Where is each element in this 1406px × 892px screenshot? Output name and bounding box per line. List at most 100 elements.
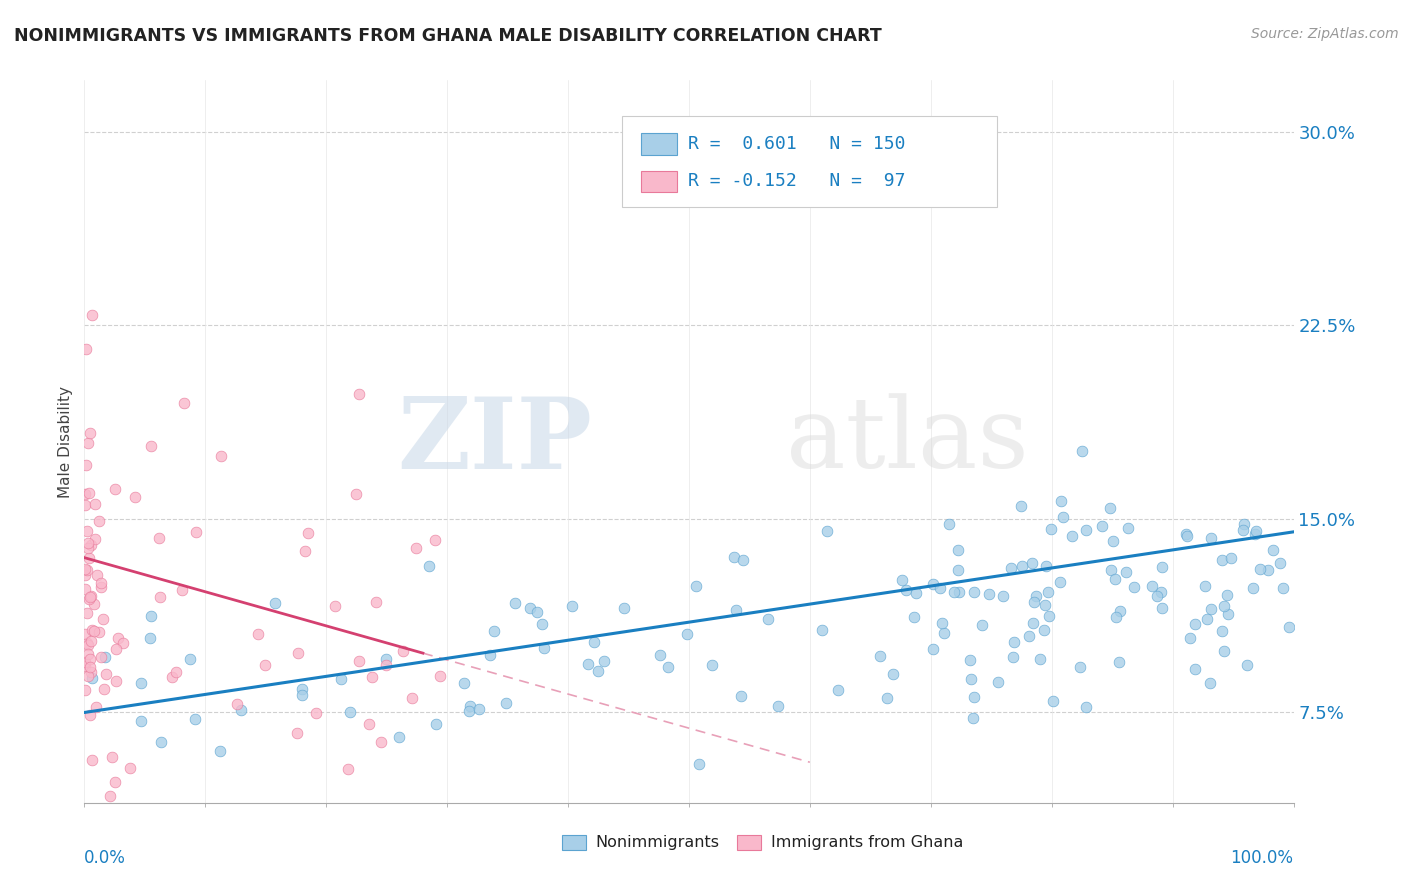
Point [1175,529,1198,543]
Point [360,670,382,684]
Point [1199,602,1222,616]
Text: Nonimmigrants: Nonimmigrants [596,835,720,850]
Point [869,648,891,663]
Point [366,595,388,609]
Point [77,638,100,652]
Point [811,623,834,637]
Point [77,535,100,549]
Point [94,667,117,681]
Point [82,753,104,767]
Point [1241,582,1264,596]
Point [305,706,328,720]
Point [959,653,981,667]
Point [148,531,170,545]
Point [1074,523,1097,537]
Point [76,636,98,650]
Text: R = -0.152   N =  97: R = -0.152 N = 97 [688,172,905,190]
Point [263,596,285,610]
Point [1257,563,1279,577]
Point [1249,562,1271,576]
Point [83,497,105,511]
Point [1212,599,1234,613]
Point [1115,565,1137,579]
Point [1098,501,1121,516]
Point [82,623,104,637]
Text: Source: ZipAtlas.com: Source: ZipAtlas.com [1251,27,1399,41]
Point [77,551,100,566]
Point [1071,444,1094,458]
Point [429,668,451,682]
Point [173,396,195,410]
Point [225,697,247,711]
Point [285,726,308,740]
Point [959,672,981,686]
Point [160,670,183,684]
Point [1039,522,1062,536]
Point [458,699,481,714]
Point [374,657,396,672]
Text: ZIP: ZIP [398,393,592,490]
Point [209,449,232,463]
Point [370,735,392,749]
Point [905,585,928,599]
Point [77,435,100,450]
Point [700,657,723,672]
Point [1052,509,1074,524]
Point [294,544,316,558]
Point [89,650,111,665]
Point [165,665,187,679]
Point [756,612,779,626]
Point [98,789,121,804]
Point [1146,590,1168,604]
Point [425,716,447,731]
Point [344,487,367,501]
Point [170,583,193,598]
Point [75,343,97,357]
Point [405,541,427,556]
Point [586,664,609,678]
Point [1049,494,1071,508]
Point [139,631,162,645]
Point [75,458,97,472]
Point [80,665,103,680]
Point [1069,659,1091,673]
Point [1211,624,1233,639]
Point [1104,572,1126,586]
Point [1022,595,1045,609]
FancyBboxPatch shape [641,133,676,154]
Point [184,524,207,539]
Point [963,690,986,705]
Point [100,750,122,764]
Point [903,609,925,624]
Point [1002,650,1025,665]
Point [297,525,319,540]
Point [1035,559,1057,574]
Point [105,641,128,656]
Point [75,808,97,822]
Point [962,711,984,725]
Point [1099,563,1122,577]
Point [103,808,125,822]
Point [1109,604,1132,618]
Point [478,648,501,662]
Point [1184,662,1206,676]
Point [73,568,96,582]
Point [129,714,152,728]
Point [80,633,103,648]
Point [129,676,152,690]
Point [387,730,409,744]
Point [453,676,475,690]
Point [1042,694,1064,708]
Point [79,652,101,666]
Point [1102,534,1125,549]
Point [83,597,105,611]
Point [1038,609,1060,624]
Point [79,660,101,674]
Text: NONIMMIGRANTS VS IMMIGRANTS FROM GHANA MALE DISABILITY CORRELATION CHART: NONIMMIGRANTS VS IMMIGRANTS FROM GHANA M… [14,27,882,45]
Point [876,690,898,705]
Point [73,658,96,673]
Point [1184,616,1206,631]
Point [1215,588,1237,602]
Point [79,808,101,822]
FancyBboxPatch shape [737,835,762,850]
